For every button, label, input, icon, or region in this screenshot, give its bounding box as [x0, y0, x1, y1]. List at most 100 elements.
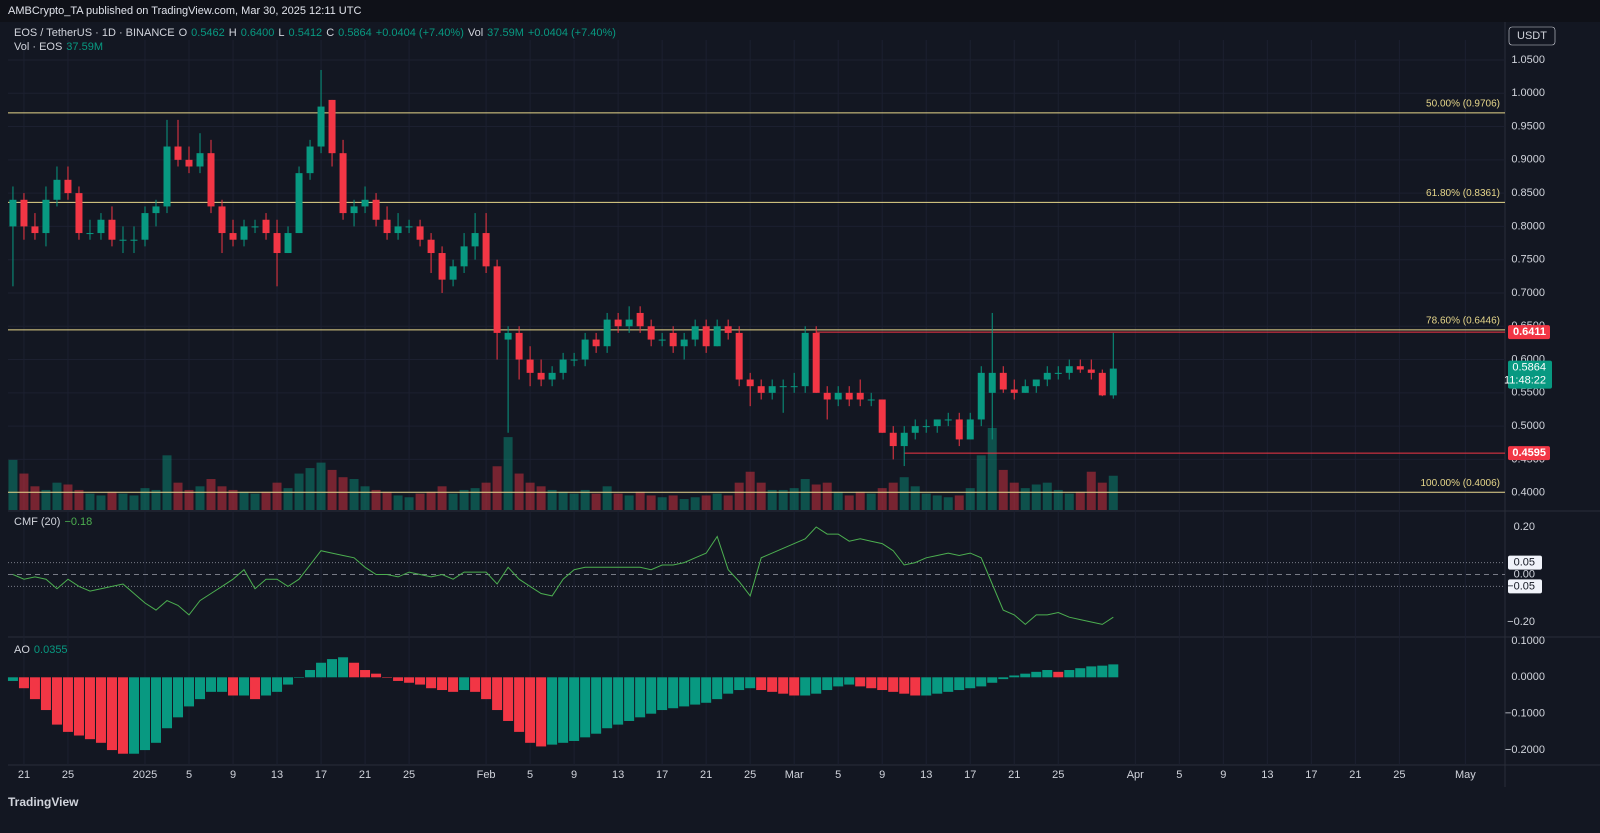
volume-bar	[1108, 475, 1118, 510]
y-tick-label: 0.8500	[1511, 187, 1545, 199]
x-tick-label: Apr	[1127, 769, 1144, 781]
candle-body	[1109, 368, 1117, 396]
candle-body	[768, 386, 776, 393]
ao-bar	[437, 677, 448, 691]
countdown: 11:48:22	[1504, 375, 1546, 387]
candle-body	[834, 392, 842, 400]
y-tick-label: 0.20	[1514, 521, 1535, 533]
volume-bar	[954, 495, 964, 510]
ao-bar	[833, 677, 844, 687]
candle-body	[603, 319, 611, 347]
ao-bar	[602, 677, 613, 729]
ao-bar	[228, 677, 239, 696]
candle-body	[361, 199, 369, 207]
volume-bar	[360, 486, 370, 510]
ao-bar	[139, 677, 150, 751]
volume-bar	[547, 489, 557, 510]
candle-body	[735, 332, 743, 380]
x-tick-label: 17	[315, 769, 327, 781]
x-tick-label: 5	[1176, 769, 1182, 781]
volume-bar	[525, 482, 535, 510]
y-tick-label: 0.0000	[1511, 671, 1545, 683]
level-label: 0.05	[1514, 557, 1535, 569]
candle-body	[152, 206, 160, 214]
x-tick-label: 9	[230, 769, 236, 781]
candle-body	[240, 226, 248, 240]
y-tick-label: 0.9000	[1511, 154, 1545, 166]
cmf-legend: CMF (20) −0.18	[14, 516, 96, 528]
ao-bar	[756, 677, 767, 691]
volume-bar	[1009, 482, 1019, 510]
candle-body	[108, 219, 116, 240]
ao-bar	[899, 677, 910, 694]
legend-value: O	[178, 27, 188, 39]
candle-body	[625, 319, 633, 327]
candle-body	[845, 392, 853, 400]
ao-bar	[492, 677, 503, 711]
ao-bar	[283, 677, 294, 685]
footer: TradingView	[8, 795, 79, 809]
level-label: 0.6411	[1513, 326, 1546, 338]
candle-body	[427, 239, 435, 254]
volume-bar	[503, 437, 513, 510]
legend-value: 0.5412	[288, 27, 323, 39]
ao-bar	[635, 677, 646, 718]
y-tick-label: −0.1000	[1505, 708, 1545, 720]
candle-body	[75, 193, 83, 234]
candle-body	[174, 146, 182, 160]
volume-bar	[613, 493, 623, 510]
volume-bar	[965, 488, 975, 510]
header: AMBCrypto_TA published on TradingView.co…	[0, 0, 1600, 22]
volume-bar	[492, 466, 502, 510]
x-tick-label: 25	[62, 769, 74, 781]
candle-body	[559, 359, 567, 373]
volume-bar	[998, 469, 1008, 510]
candle-body	[812, 332, 820, 393]
volume-bar	[415, 493, 425, 510]
candle-body	[416, 226, 424, 240]
candle-body	[713, 326, 721, 347]
volume-bar	[569, 493, 579, 510]
volume-bar	[52, 482, 62, 510]
ao-bar	[404, 677, 415, 683]
candle-body	[64, 179, 72, 194]
candle-body	[460, 246, 468, 267]
volume-bar	[261, 491, 271, 510]
volume-bar	[591, 493, 601, 510]
candle-body	[372, 199, 380, 220]
level-badge	[1508, 579, 1542, 594]
volume-bar	[459, 489, 469, 510]
candle-body	[592, 339, 600, 347]
candle-body	[306, 146, 314, 174]
ao-bar	[1042, 670, 1053, 678]
symbol: EOS / TetherUS · 1D · BINANCE	[14, 27, 175, 39]
candle-body	[339, 153, 347, 214]
volume-bar	[448, 493, 458, 510]
candle-body	[779, 386, 787, 388]
candle-body	[900, 432, 908, 447]
volume-bar	[107, 491, 117, 510]
volume-bar	[624, 495, 634, 510]
volume-bar	[217, 486, 227, 510]
ao-bar	[250, 677, 261, 700]
y-tick-label: 0.4000	[1511, 487, 1545, 499]
volume-bar	[239, 491, 249, 510]
y-tick-label: −0.20	[1507, 616, 1535, 628]
candle-body	[1054, 372, 1062, 374]
legend-value: +0.0404 (+7.40%)	[375, 27, 464, 39]
ao-bar	[106, 677, 117, 751]
ao-bar	[844, 677, 855, 685]
ao-bar	[558, 677, 569, 743]
level-label: 0.4595	[1512, 447, 1546, 459]
volume-bar	[382, 491, 392, 510]
ao-bar	[1064, 670, 1075, 678]
ao-bar	[128, 677, 139, 754]
candle-body	[328, 99, 336, 154]
volume-bar	[206, 479, 216, 510]
ao-bar	[316, 662, 327, 678]
x-tick-label: 25	[1052, 769, 1064, 781]
volume-bar	[305, 468, 315, 510]
y-tick-label: 1.0000	[1511, 87, 1545, 99]
ao-bar	[84, 677, 95, 740]
level-badge	[1508, 555, 1542, 570]
